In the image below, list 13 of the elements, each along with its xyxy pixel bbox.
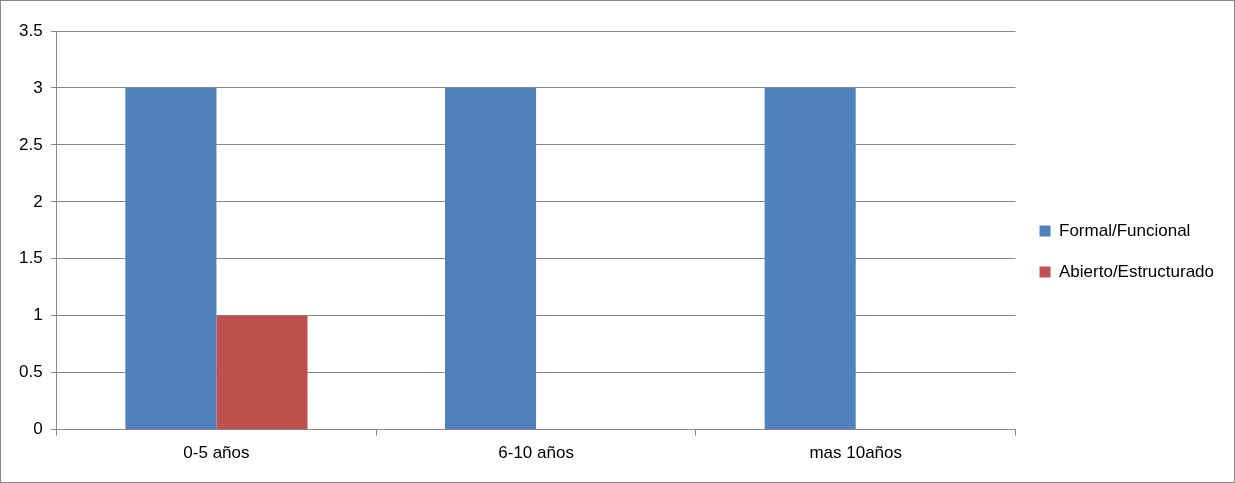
y-tick-label: 3 (33, 77, 43, 97)
y-tick-label: 2 (33, 191, 43, 211)
y-tick-label: 2.5 (18, 134, 43, 154)
y-tick-label: 1.5 (18, 248, 43, 268)
x-tick-label: 6-10 años (498, 443, 574, 463)
y-tick-label: 0.5 (18, 362, 43, 382)
y-tick-label: 3.5 (18, 20, 43, 40)
x-tick-label: mas 10años (809, 443, 903, 463)
legend-label: Abierto/Estructurado (1059, 261, 1214, 281)
legend-label: Formal/Funcional (1059, 220, 1191, 240)
y-tick-label: 0 (33, 419, 43, 439)
y-tick-label: 1 (33, 305, 43, 325)
x-tick-label: 0-5 años (183, 443, 250, 463)
